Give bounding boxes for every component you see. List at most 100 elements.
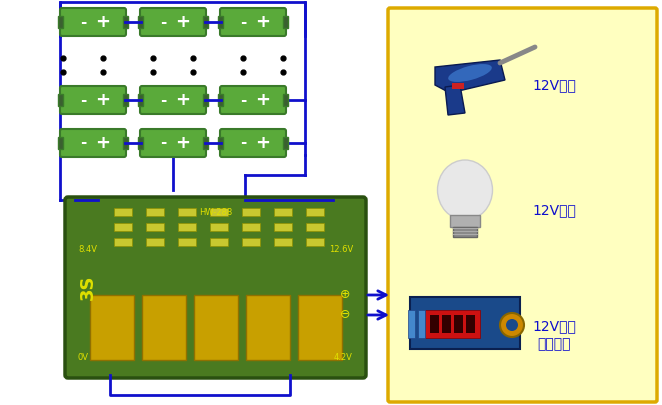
Text: ⊕: ⊕ bbox=[340, 288, 350, 301]
Bar bbox=[298, 295, 342, 360]
Bar bbox=[90, 295, 134, 360]
Bar bbox=[114, 238, 132, 246]
Text: 12V直流
转换模块: 12V直流 转换模块 bbox=[532, 319, 576, 351]
Text: +: + bbox=[95, 134, 111, 152]
Bar bbox=[283, 137, 288, 149]
Text: HW-288: HW-288 bbox=[199, 208, 232, 217]
Bar bbox=[218, 137, 223, 149]
Text: +: + bbox=[95, 13, 111, 31]
Bar bbox=[138, 16, 143, 28]
Text: -: - bbox=[80, 136, 86, 151]
Bar bbox=[283, 16, 288, 28]
Bar bbox=[123, 94, 128, 106]
Text: -: - bbox=[160, 92, 166, 107]
FancyBboxPatch shape bbox=[140, 8, 206, 36]
FancyBboxPatch shape bbox=[388, 8, 657, 402]
Bar bbox=[210, 238, 228, 246]
Bar bbox=[138, 137, 143, 149]
Bar bbox=[430, 315, 439, 333]
Text: +: + bbox=[256, 91, 271, 109]
Bar bbox=[242, 238, 260, 246]
Bar bbox=[178, 238, 196, 246]
Bar bbox=[146, 223, 164, 231]
Bar bbox=[410, 297, 520, 349]
Text: -: - bbox=[240, 15, 246, 30]
FancyBboxPatch shape bbox=[220, 8, 286, 36]
Bar bbox=[442, 315, 451, 333]
Bar bbox=[178, 223, 196, 231]
Text: ⊖: ⊖ bbox=[340, 309, 350, 322]
FancyBboxPatch shape bbox=[60, 86, 126, 114]
Bar bbox=[242, 208, 260, 216]
Text: 12V电钒: 12V电钒 bbox=[532, 78, 576, 92]
Bar bbox=[274, 208, 292, 216]
Bar bbox=[274, 223, 292, 231]
Bar bbox=[142, 295, 186, 360]
Text: 4.2V: 4.2V bbox=[334, 352, 353, 362]
Bar bbox=[218, 94, 223, 106]
Bar bbox=[123, 137, 128, 149]
Bar bbox=[242, 223, 260, 231]
Text: -: - bbox=[80, 92, 86, 107]
Text: 3S: 3S bbox=[79, 275, 97, 300]
Bar bbox=[178, 208, 196, 216]
Ellipse shape bbox=[438, 160, 493, 220]
Text: +: + bbox=[256, 134, 271, 152]
Bar bbox=[123, 16, 128, 28]
Bar bbox=[146, 238, 164, 246]
Text: -: - bbox=[80, 15, 86, 30]
Bar bbox=[306, 238, 324, 246]
Bar bbox=[194, 295, 238, 360]
FancyBboxPatch shape bbox=[140, 129, 206, 157]
Text: -: - bbox=[160, 15, 166, 30]
FancyBboxPatch shape bbox=[140, 86, 206, 114]
Bar bbox=[114, 223, 132, 231]
Bar bbox=[138, 94, 143, 106]
FancyBboxPatch shape bbox=[220, 129, 286, 157]
Bar bbox=[408, 310, 415, 338]
Ellipse shape bbox=[448, 64, 492, 82]
Bar bbox=[218, 16, 223, 28]
Bar bbox=[210, 223, 228, 231]
Ellipse shape bbox=[500, 313, 524, 337]
Text: +: + bbox=[175, 91, 191, 109]
Text: 12.6V: 12.6V bbox=[329, 245, 353, 254]
Text: -: - bbox=[160, 136, 166, 151]
Bar bbox=[453, 227, 477, 237]
Bar bbox=[203, 16, 208, 28]
Bar bbox=[203, 137, 208, 149]
Bar bbox=[466, 315, 475, 333]
Text: 0V: 0V bbox=[78, 352, 89, 362]
Ellipse shape bbox=[506, 319, 518, 331]
Text: -: - bbox=[240, 136, 246, 151]
Text: +: + bbox=[175, 13, 191, 31]
Bar bbox=[246, 295, 290, 360]
Bar bbox=[306, 208, 324, 216]
Text: -: - bbox=[240, 92, 246, 107]
Bar bbox=[450, 215, 480, 227]
Bar bbox=[418, 310, 425, 338]
Bar bbox=[306, 223, 324, 231]
Text: +: + bbox=[95, 91, 111, 109]
Bar bbox=[452, 83, 464, 89]
Text: 12V灯泡: 12V灯泡 bbox=[532, 203, 576, 217]
Bar bbox=[203, 94, 208, 106]
FancyBboxPatch shape bbox=[220, 86, 286, 114]
FancyBboxPatch shape bbox=[60, 8, 126, 36]
Text: +: + bbox=[256, 13, 271, 31]
Bar bbox=[58, 94, 63, 106]
Bar bbox=[283, 94, 288, 106]
Bar bbox=[274, 238, 292, 246]
Bar bbox=[58, 16, 63, 28]
Bar bbox=[210, 208, 228, 216]
FancyBboxPatch shape bbox=[60, 129, 126, 157]
Bar bbox=[58, 137, 63, 149]
Polygon shape bbox=[435, 60, 505, 93]
Text: 8.4V: 8.4V bbox=[78, 245, 97, 254]
Polygon shape bbox=[445, 85, 465, 115]
Bar bbox=[114, 208, 132, 216]
Bar bbox=[454, 315, 463, 333]
Text: +: + bbox=[175, 134, 191, 152]
FancyBboxPatch shape bbox=[65, 197, 366, 378]
Bar bbox=[425, 310, 480, 338]
